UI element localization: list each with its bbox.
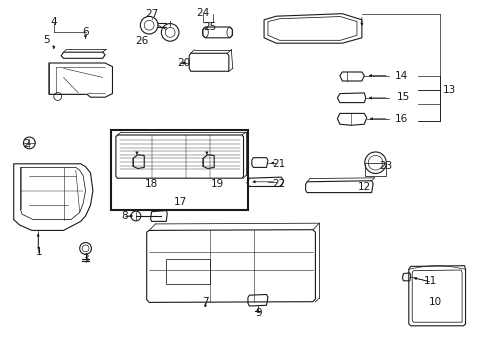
Text: 27: 27 [144,9,158,19]
Text: 16: 16 [393,114,407,124]
Text: 7: 7 [202,297,208,307]
Text: 3: 3 [82,254,89,264]
Text: 5: 5 [43,35,50,45]
Text: 24: 24 [196,8,209,18]
Text: 10: 10 [428,297,441,307]
Text: 11: 11 [423,276,436,286]
Text: 2: 2 [23,139,30,149]
Text: 22: 22 [271,179,285,189]
Text: 17: 17 [174,197,187,207]
Text: 21: 21 [271,159,285,169]
Text: 9: 9 [255,308,262,318]
Text: 1: 1 [36,247,42,257]
Text: 26: 26 [135,36,148,46]
Text: 18: 18 [144,179,158,189]
Text: 23: 23 [379,161,392,171]
Text: 15: 15 [396,92,409,102]
Text: 4: 4 [50,17,57,27]
Bar [111,130,248,210]
Text: 13: 13 [442,85,456,95]
Text: 12: 12 [357,182,370,192]
Text: 20: 20 [177,58,189,68]
Text: 8: 8 [121,211,128,221]
Text: 14: 14 [393,71,407,81]
Text: 25: 25 [203,22,217,32]
Text: 6: 6 [82,27,89,37]
Text: 19: 19 [210,179,224,189]
